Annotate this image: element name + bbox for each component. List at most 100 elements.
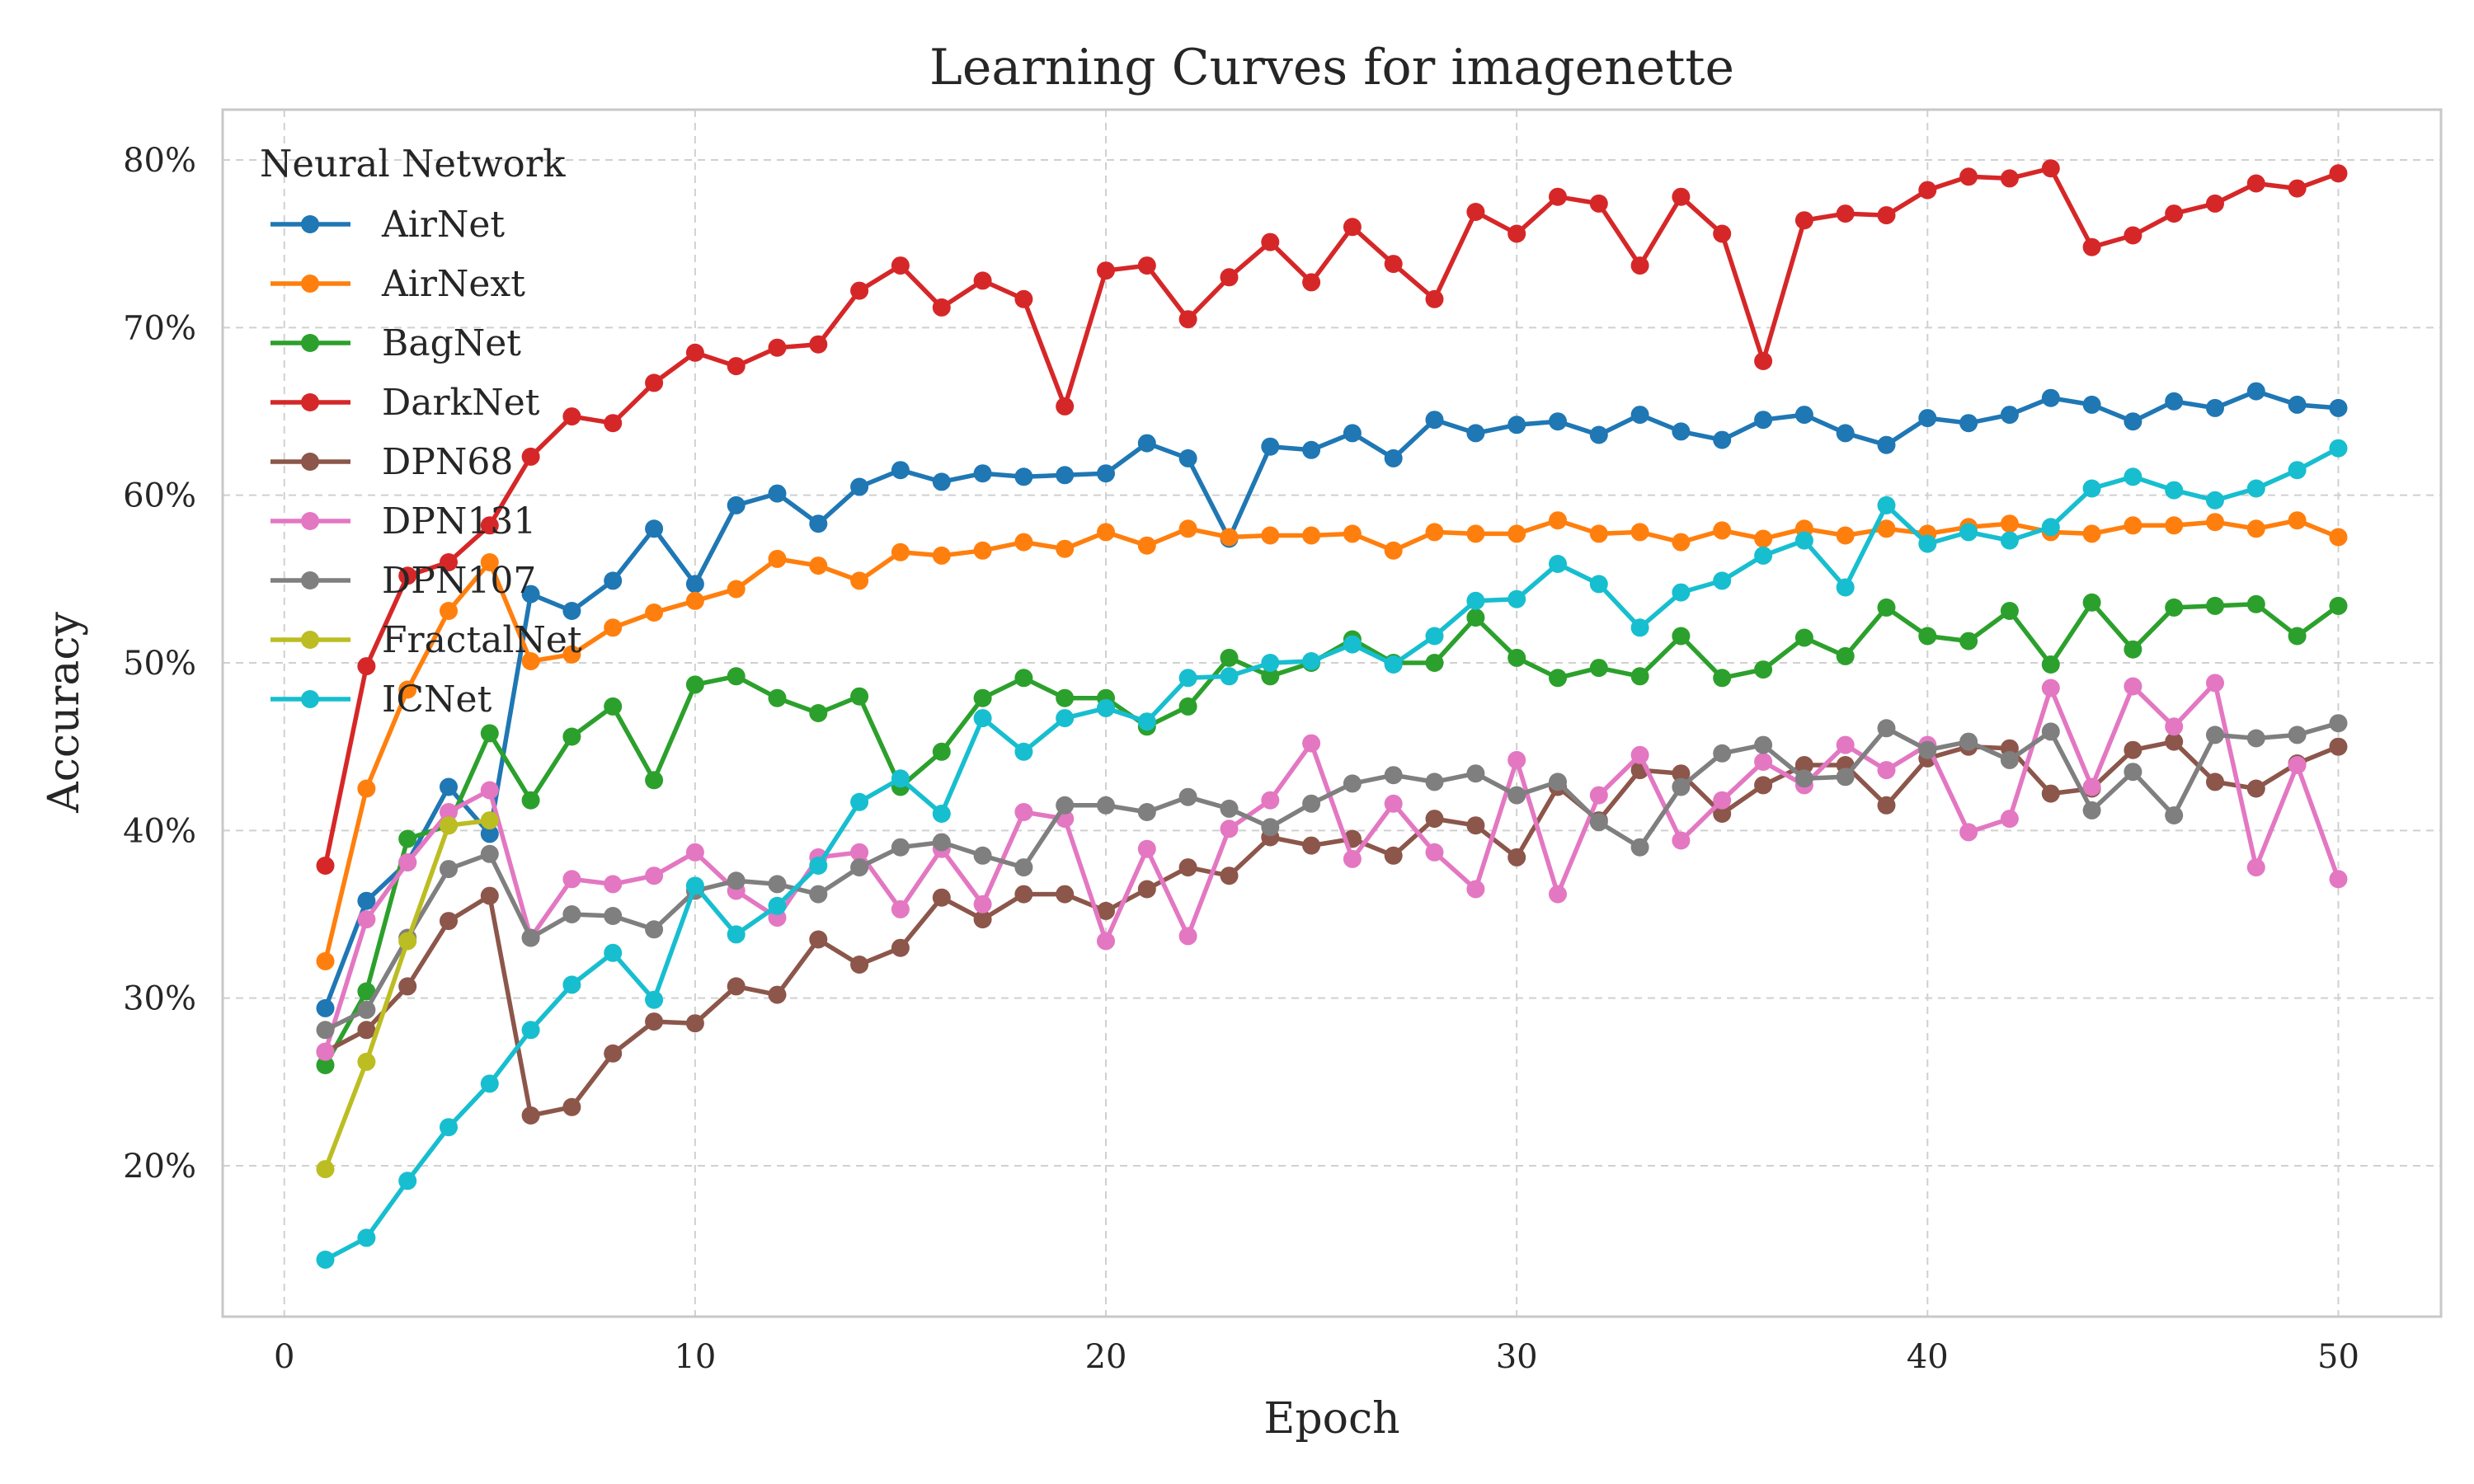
data-point (1836, 768, 1855, 787)
data-point (891, 461, 910, 480)
data-point (2246, 519, 2265, 538)
data-point (727, 357, 745, 376)
data-point (727, 667, 745, 686)
data-point (1877, 796, 1896, 815)
x-tick-label: 40 (1907, 1338, 1949, 1376)
data-point (1794, 756, 1813, 774)
data-point (480, 811, 499, 830)
data-point (2000, 406, 2019, 425)
data-point (768, 484, 787, 503)
data-point (1754, 753, 1773, 771)
data-point (1178, 669, 1197, 688)
data-point (2165, 392, 2184, 411)
data-point (2165, 481, 2184, 500)
legend-swatch-marker (301, 571, 319, 589)
data-point (1384, 541, 1403, 560)
data-point (1672, 533, 1691, 552)
data-point (2246, 174, 2265, 193)
data-point (685, 591, 704, 610)
grid (223, 110, 2441, 1317)
data-point (768, 549, 787, 568)
data-point (1220, 528, 1239, 547)
data-point (398, 566, 417, 585)
data-point (2329, 596, 2348, 615)
data-point (1014, 467, 1033, 486)
data-point (1384, 255, 1403, 274)
data-point (2288, 511, 2307, 530)
data-point (1302, 440, 1321, 459)
y-tick-label: 30% (123, 980, 196, 1018)
data-point (1014, 858, 1033, 877)
data-point (1754, 529, 1773, 548)
data-point (850, 687, 869, 706)
data-point (2000, 531, 2019, 550)
data-point (1918, 534, 1937, 553)
data-point (2206, 596, 2224, 615)
data-point (1672, 187, 1691, 206)
data-point (1877, 598, 1896, 617)
data-point (932, 833, 951, 852)
data-point (1918, 627, 1937, 646)
data-point (521, 928, 540, 947)
data-point (1178, 787, 1197, 806)
data-point (2329, 439, 2348, 458)
data-point (1507, 524, 1526, 543)
data-point (1630, 745, 1649, 764)
legend-swatch-marker (301, 393, 319, 411)
series-lines (316, 159, 2348, 1269)
data-point (521, 652, 540, 670)
data-point (645, 920, 664, 939)
data-point (357, 779, 376, 798)
data-point (1220, 799, 1239, 818)
data-point (1220, 866, 1239, 885)
data-point (2124, 740, 2142, 759)
data-point (2288, 756, 2307, 774)
data-point (932, 472, 951, 491)
series-fractalnet (316, 811, 499, 1179)
data-point (1302, 273, 1321, 292)
data-point (1097, 932, 1115, 951)
data-point (1713, 224, 1732, 243)
data-point (1343, 218, 1362, 237)
data-point (1302, 734, 1321, 753)
data-point (1918, 181, 1937, 200)
data-point (398, 680, 417, 699)
data-point (1630, 256, 1649, 275)
data-point (727, 977, 745, 996)
legend-item: DPN107 (270, 560, 536, 602)
data-point (562, 870, 581, 889)
data-point (1877, 206, 1896, 225)
data-point (604, 697, 623, 716)
data-point (1220, 268, 1239, 287)
series-darknet (316, 159, 2348, 875)
data-point (1794, 531, 1813, 550)
data-point (1672, 627, 1691, 646)
data-point (727, 871, 745, 890)
data-point (604, 1044, 623, 1063)
data-point (1178, 448, 1197, 467)
data-point (2082, 777, 2101, 796)
data-point (1507, 589, 1526, 608)
data-point (768, 688, 787, 707)
data-point (1794, 769, 1813, 788)
data-point (440, 553, 458, 571)
data-point (604, 875, 623, 894)
data-point (2288, 395, 2307, 414)
data-point (604, 618, 623, 637)
data-point (357, 1021, 376, 1040)
data-point (1959, 823, 1978, 842)
data-point (2329, 714, 2348, 733)
data-point (440, 912, 458, 931)
x-tick-label: 0 (274, 1338, 294, 1376)
legend-label: AirNet (381, 204, 505, 246)
data-point (562, 407, 581, 426)
data-point (1097, 464, 1115, 483)
data-point (1836, 578, 1855, 597)
data-point (1343, 774, 1362, 793)
data-point (809, 704, 828, 722)
data-point (768, 875, 787, 894)
data-point (1507, 750, 1526, 769)
data-point (1137, 712, 1156, 731)
data-point (685, 876, 704, 895)
